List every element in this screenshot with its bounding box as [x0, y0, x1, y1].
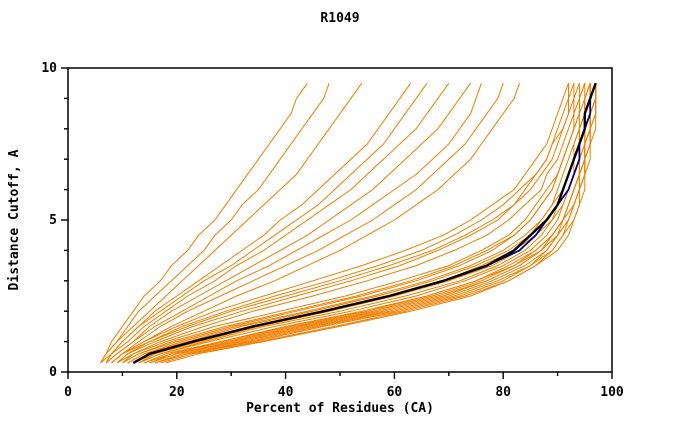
curve-series-group	[100, 82, 597, 364]
x-tick-label: 0	[64, 385, 72, 400]
model-curve	[122, 83, 580, 364]
model-curve	[105, 83, 482, 364]
x-tick-label: 100	[600, 385, 624, 400]
model-curve	[154, 83, 597, 364]
x-tick-label: 80	[495, 385, 511, 400]
model-curve	[105, 82, 450, 364]
axis-tick-labels-group: 0 20 40 60 80 100 0 5 10	[41, 61, 624, 400]
model-curve	[100, 82, 363, 364]
model-curve	[149, 83, 597, 364]
model-curve	[165, 83, 597, 364]
model-curve	[116, 83, 580, 364]
model-curve	[100, 83, 330, 364]
model-curve	[116, 83, 575, 364]
model-curve	[160, 83, 597, 364]
model-curve	[105, 82, 472, 364]
y-tick-label: 0	[49, 365, 57, 380]
model-curve	[116, 83, 575, 364]
model-curve	[105, 82, 428, 364]
x-tick-label: 20	[169, 385, 185, 400]
axis-ticks-group	[61, 67, 613, 379]
model-curve	[111, 83, 504, 364]
model-curve	[111, 83, 569, 364]
model-curve	[100, 82, 308, 364]
y-axis-label: Distance Cutoff, A	[7, 149, 22, 290]
model-curve	[111, 83, 569, 364]
model-curve	[149, 83, 591, 364]
x-tick-label: 60	[387, 385, 403, 400]
chart-title: R1049	[320, 11, 359, 26]
model-curve	[122, 83, 586, 364]
model-curve	[100, 82, 412, 364]
y-tick-label: 10	[41, 61, 57, 76]
model-curve	[111, 83, 520, 364]
best-model-curve	[132, 82, 597, 364]
model-curve	[149, 83, 597, 364]
model-curve	[127, 83, 591, 364]
x-axis-label: Percent of Residues (CA)	[246, 401, 434, 416]
x-tick-label: 40	[278, 385, 294, 400]
y-tick-label: 5	[49, 213, 57, 228]
